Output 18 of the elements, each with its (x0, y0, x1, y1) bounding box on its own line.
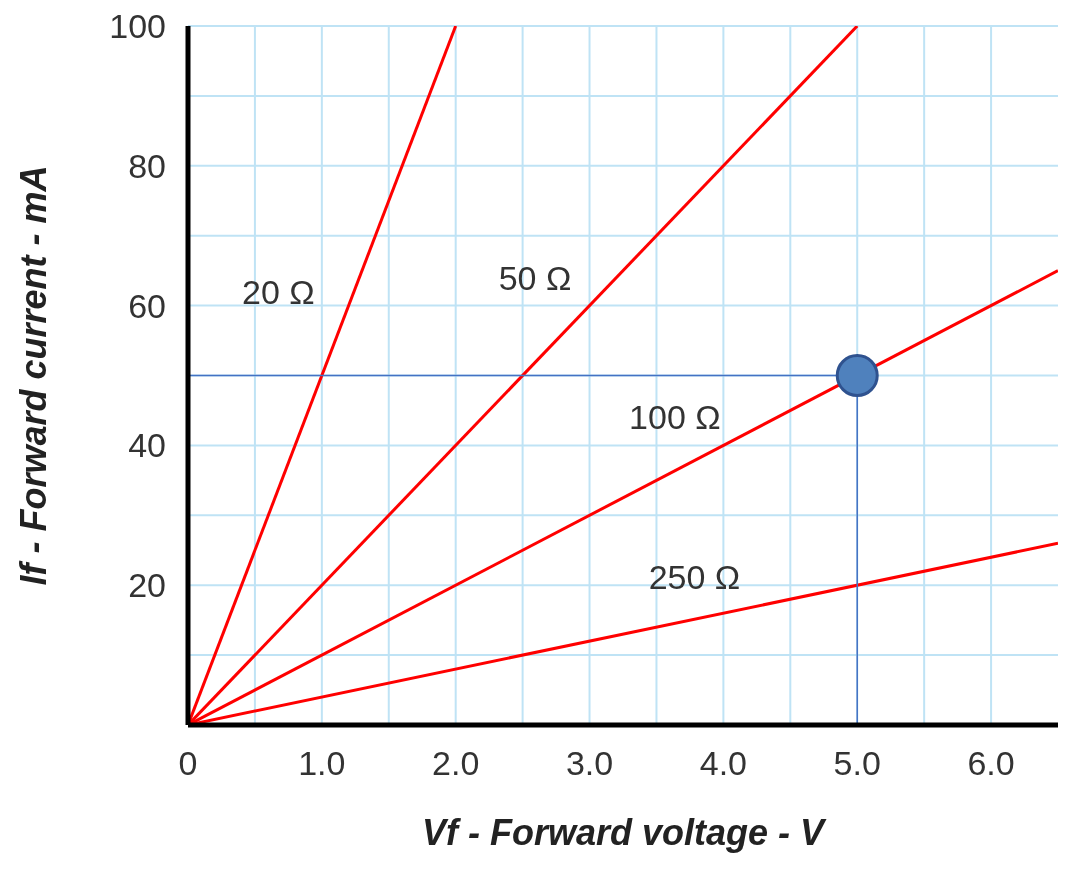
x-tick-label: 3.0 (565, 744, 614, 783)
x-tick-label: 5.0 (833, 744, 881, 783)
y-tick-label: 20 (128, 566, 166, 605)
x-tick-label: 2.0 (432, 744, 480, 783)
y-axis-title: If - Forward current - mA (12, 165, 54, 586)
y-tick-label: 60 (128, 286, 166, 325)
y-tick-label: 80 (128, 146, 166, 185)
y-tick-label: 100 (109, 7, 166, 46)
y-tick-label: 40 (128, 426, 166, 465)
x-tick-label: 4.0 (699, 744, 748, 783)
x-tick-label: 1.0 (298, 744, 346, 783)
series-label: 250 Ω (648, 557, 741, 596)
series-label: 20 Ω (242, 272, 315, 311)
series-label: 100 Ω (629, 398, 721, 437)
x-tick-label: 0 (178, 744, 198, 783)
x-tick-label: 6.0 (967, 744, 1015, 783)
series-label: 50 Ω (498, 259, 572, 298)
x-axis-title: Vf - Forward voltage - V (421, 812, 828, 853)
